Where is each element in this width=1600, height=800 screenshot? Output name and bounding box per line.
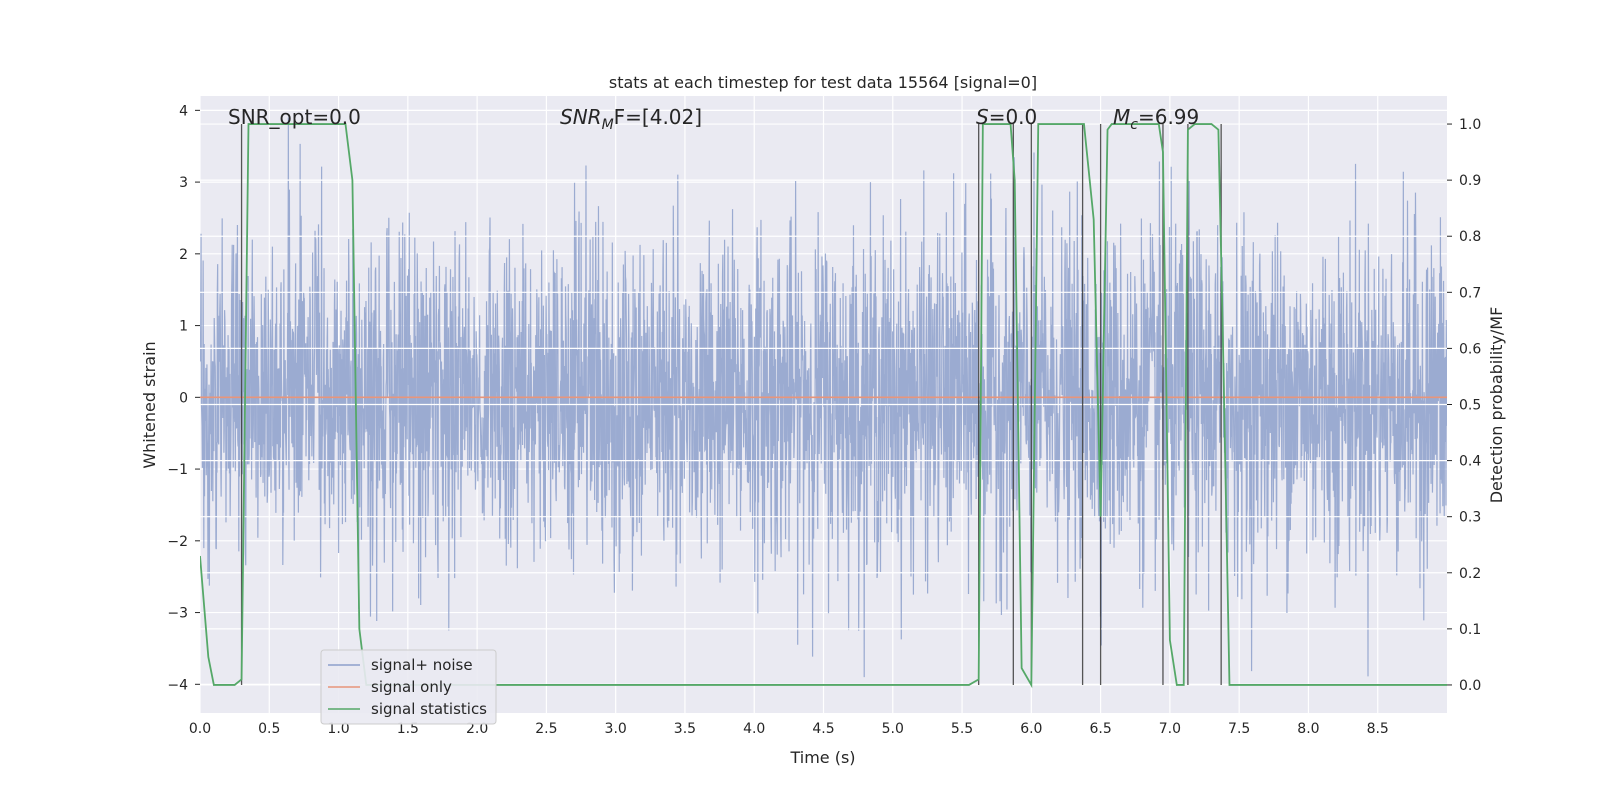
legend-label-signal-statistics: signal statistics <box>371 700 487 718</box>
annotation-s: S=0.0 <box>976 105 1037 129</box>
y2-tick-label: 0.7 <box>1459 285 1481 301</box>
x-tick-label: 0.0 <box>189 721 211 737</box>
y2-tick-label: 0.3 <box>1459 510 1481 526</box>
y-tick-label: −2 <box>167 534 188 550</box>
x-tick-label: 7.5 <box>1228 721 1250 737</box>
annotation-s-italic: S <box>976 105 989 129</box>
legend-label-signal-only: signal only <box>371 678 452 696</box>
x-tick-label: 1.5 <box>397 721 419 737</box>
annotation-mc-sub: c <box>1130 117 1138 133</box>
y2-tick-labels: 1.0 0.9 0.8 0.7 0.6 0.5 0.4 0.3 0.2 0.1 0.0 <box>1447 117 1481 694</box>
x-tick-label: 8.5 <box>1367 721 1389 737</box>
x-tick-label: 6.5 <box>1089 721 1111 737</box>
annotation-mc: Mc=6.99 <box>1113 105 1199 133</box>
y-tick-label: −3 <box>167 606 188 622</box>
x-tick-label: 0.5 <box>258 721 280 737</box>
y-tick-label: 2 <box>179 247 188 263</box>
y2-tick-label: 0.0 <box>1459 678 1481 694</box>
signal-noise-line <box>200 117 1447 678</box>
series-signal-noise <box>200 117 1447 678</box>
y2-grid <box>200 123 1447 686</box>
series-signal-statistics <box>200 123 1447 689</box>
x-tick-label: 8.0 <box>1297 721 1319 737</box>
y-axis-label: Whitened strain <box>140 341 159 468</box>
annotation-snr-mf: SNRMF=[4.02] <box>560 105 702 133</box>
x-tick-label: 5.0 <box>882 721 904 737</box>
legend-label-signal-noise: signal+ noise <box>371 656 473 674</box>
chart-title: stats at each timestep for test data 155… <box>609 73 1037 92</box>
y-tick-label: 4 <box>179 103 188 119</box>
x-tick-label: 4.5 <box>812 721 834 737</box>
x-tick-label: 2.0 <box>466 721 488 737</box>
annotation-snr-mf-rest: F=[4.02] <box>614 105 702 129</box>
y2-tick-label: 0.1 <box>1459 622 1481 638</box>
signal-statistics-line <box>200 123 1447 689</box>
x-tick-label: 2.5 <box>535 721 557 737</box>
annotation-mc-rest: =6.99 <box>1138 105 1199 129</box>
y2-tick-label: 0.2 <box>1459 566 1481 582</box>
y2-axis-label: Detection probability/MF <box>1487 307 1506 504</box>
y2-tick-label: 0.9 <box>1459 173 1481 189</box>
y2-tick-label: 0.5 <box>1459 398 1481 414</box>
annotation-snr-mf-sub: M <box>602 117 614 133</box>
y-tick-label: −1 <box>167 462 188 478</box>
y2-tick-label: 0.4 <box>1459 454 1481 470</box>
y2-tick-label: 1.0 <box>1459 117 1481 133</box>
y2-tick-label: 0.8 <box>1459 229 1481 245</box>
legend: signal+ noise signal only signal statist… <box>320 649 497 725</box>
x-tick-label: 6.0 <box>1020 721 1042 737</box>
y-tick-label: −4 <box>167 677 188 693</box>
x-tick-label: 5.5 <box>951 721 973 737</box>
y-tick-labels: 4 3 2 1 0 −1 −2 −3 −4 <box>167 103 200 693</box>
x-tick-label: 4.0 <box>743 721 765 737</box>
y2-tick-label: 0.6 <box>1459 341 1481 357</box>
x-axis-label: Time (s) <box>789 748 855 767</box>
y-tick-label: 1 <box>179 319 188 335</box>
legend-box <box>320 649 497 725</box>
annotation-mc-base: M <box>1113 105 1130 129</box>
x-tick-label: 3.5 <box>674 721 696 737</box>
x-tick-label: 3.0 <box>605 721 627 737</box>
y-tick-label: 0 <box>179 390 188 406</box>
y-tick-label: 3 <box>179 175 188 191</box>
x-tick-labels: 0.0 0.5 1.0 1.5 2.0 2.5 3.0 3.5 4.0 4.5 5.0 5.5 6.0 6… <box>189 721 1389 737</box>
annotation-snr-opt: SNR_opt=0.0 <box>228 105 361 129</box>
annotation-s-rest: =0.0 <box>989 105 1038 129</box>
annotation-snr-mf-base: SNR <box>560 105 602 129</box>
x-tick-label: 1.0 <box>327 721 349 737</box>
x-tick-label: 7.0 <box>1159 721 1181 737</box>
